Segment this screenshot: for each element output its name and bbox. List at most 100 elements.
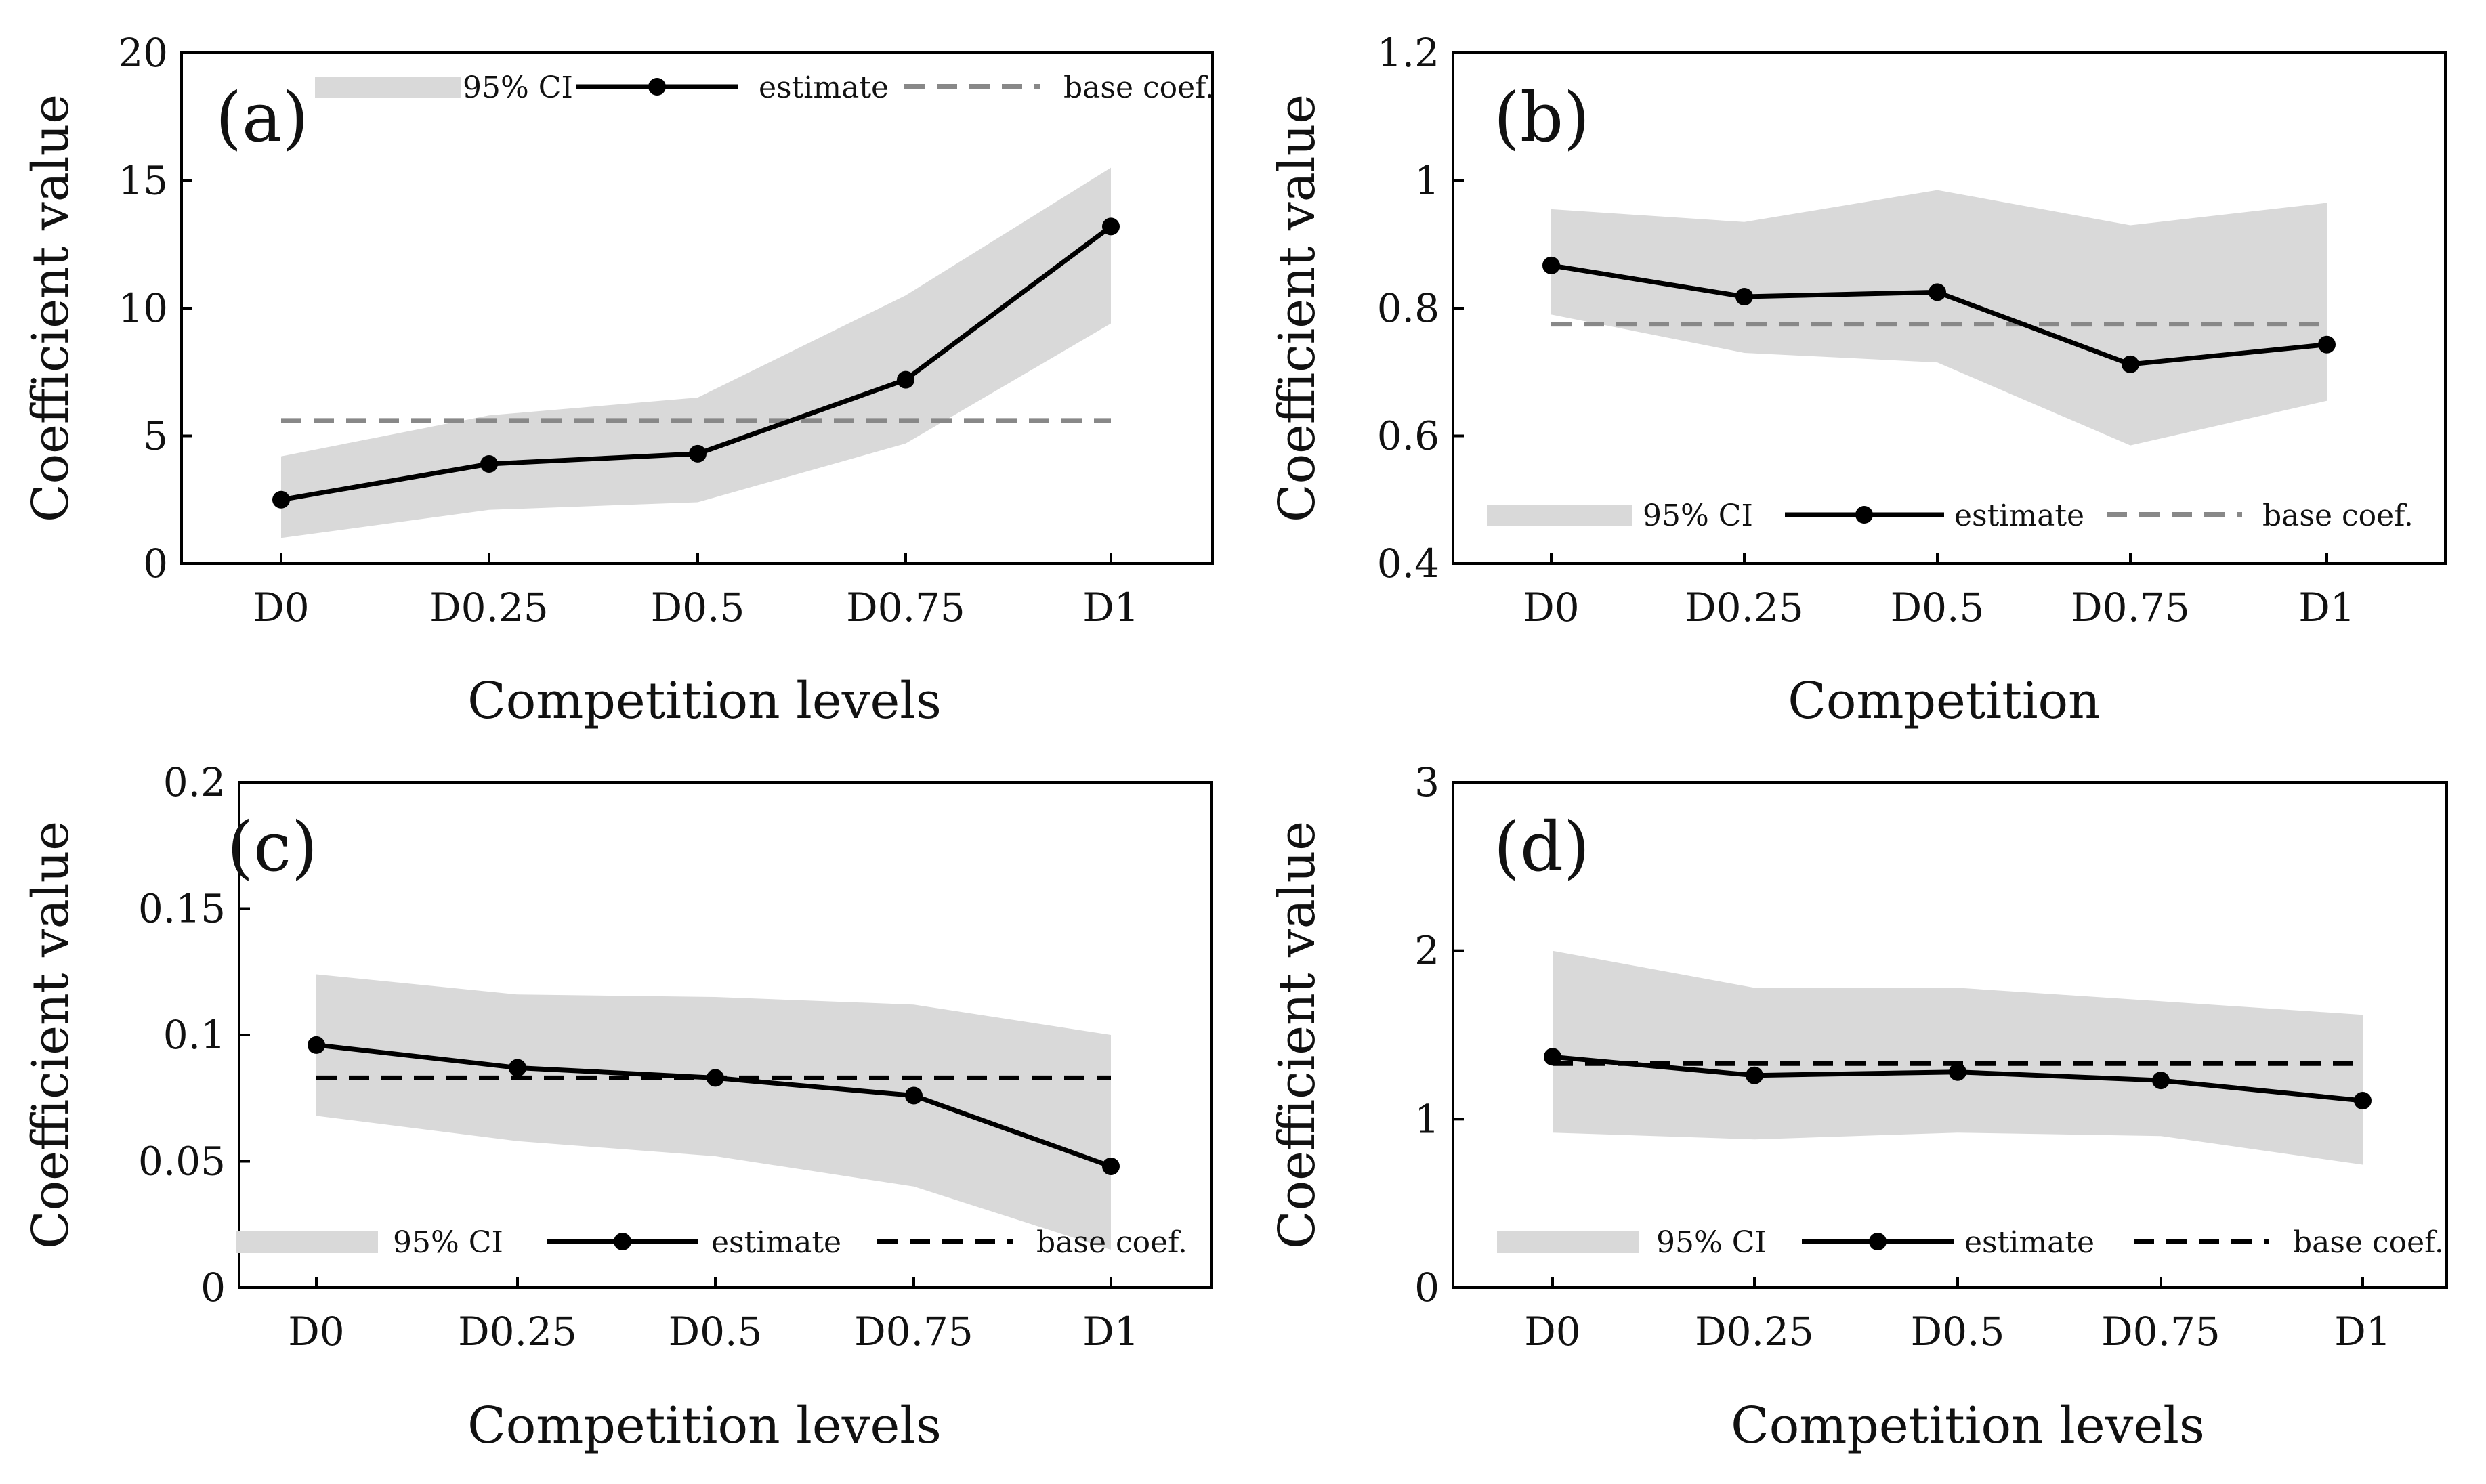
y-tick-label: 0.15 (138, 886, 226, 932)
legend: 95% CI estimate base coef. (236, 1225, 1187, 1260)
panel-d: 0 1 2 3 D0 D0.25 D0.5 D0.75 D1 (d) Coefficient v… (1268, 759, 2448, 1455)
estimate-point (905, 1086, 923, 1105)
y-axis-title: Coefficient value (22, 94, 80, 522)
estimate-point (1544, 1048, 1561, 1066)
ci-band (281, 167, 1111, 538)
x-axis-title: Competition levels (467, 672, 942, 730)
x-tick-label: D0.75 (2101, 1309, 2220, 1355)
plot-frame (1452, 781, 2448, 1289)
panel-label: (d) (1494, 807, 1590, 887)
estimate-point (1929, 283, 1946, 301)
x-axis-title: Competition (1788, 672, 2101, 730)
y-tick-label: 0.2 (163, 759, 226, 805)
y-tick-label: 20 (118, 30, 168, 76)
y-tick-label: 0 (1414, 1265, 1439, 1311)
x-tick-label: D0.5 (1891, 585, 1985, 631)
x-tick-label: D0 (1523, 585, 1579, 631)
y-tick-label: 0.05 (138, 1139, 226, 1185)
estimate-point (1746, 1066, 1763, 1084)
panel-a: 0 5 10 15 20 D0 D0.25 D0.5 D0.75 D1 (a) Coefficie… (22, 30, 1215, 730)
estimate-point (272, 490, 290, 509)
x-axis-title: Competition levels (1731, 1397, 2205, 1455)
y-axis-title: Coefficient value (22, 821, 80, 1249)
y-tick-label: 1 (1414, 1096, 1439, 1142)
estimate-point (509, 1059, 526, 1077)
panel-label: (b) (1494, 78, 1590, 157)
legend-ci-label: 95% CI (1656, 1225, 1767, 1260)
y-tick-label: 0.4 (1377, 540, 1439, 587)
estimate-point (2122, 355, 2139, 373)
y-tick-label: 0.6 (1377, 413, 1439, 459)
legend-estimate-label: estimate (759, 70, 889, 105)
legend-estimate-label: estimate (711, 1225, 841, 1260)
y-axis-title: Coefficient value (1268, 94, 1326, 522)
y-tick-label: 2 (1414, 928, 1439, 974)
y-tick-label: 10 (118, 285, 168, 331)
legend: 95% CI estimate base coef. (315, 70, 1215, 105)
x-tick-label: D0 (1524, 1309, 1580, 1355)
x-tick-label: D0.75 (846, 585, 965, 631)
x-tick-label: D0 (288, 1309, 344, 1355)
x-tick-label: D0.25 (458, 1309, 577, 1355)
legend-ci-swatch (1487, 505, 1632, 526)
x-tick-label: D0 (253, 585, 309, 631)
panel-b: 0.4 0.6 0.8 1 1.2 D0 D0.25 D0.5 D0.75 D1 (b) Coef… (1268, 30, 2447, 730)
estimate-point (897, 370, 914, 389)
legend-estimate-marker (648, 78, 666, 96)
legend-estimate-label: estimate (1964, 1225, 2094, 1260)
y-tick-label: 0 (201, 1265, 226, 1311)
legend-estimate-marker (1855, 506, 1873, 524)
legend-base-label: base coef. (2262, 499, 2414, 533)
x-tick-label: D0.25 (1685, 585, 1804, 631)
estimate-point (2354, 1092, 2372, 1109)
x-tick-label: D0.25 (429, 585, 549, 631)
y-tick-label: 1.2 (1377, 30, 1439, 76)
estimate-point (480, 455, 498, 473)
estimate-point (689, 444, 707, 463)
legend-ci-label: 95% CI (1643, 499, 1753, 533)
panel-label: (a) (215, 78, 309, 157)
x-tick-label: D0.5 (669, 1309, 763, 1355)
x-tick-label: D1 (2298, 585, 2355, 631)
legend: 95% CI estimate base coef. (1487, 499, 2414, 533)
estimate-point (308, 1036, 325, 1054)
legend-estimate-marker (614, 1233, 631, 1250)
estimate-point (2318, 335, 2336, 354)
estimate-point (1102, 1158, 1120, 1175)
x-tick-label: D0.75 (2071, 585, 2190, 631)
estimate-point (1949, 1063, 1966, 1081)
y-tick-label: 0.1 (163, 1012, 226, 1058)
y-tick-label: 15 (118, 158, 168, 204)
legend-ci-label: 95% CI (463, 70, 573, 105)
ci-band (1553, 950, 2363, 1165)
x-tick-label: D1 (2334, 1309, 2390, 1355)
y-tick-label: 1 (1414, 158, 1439, 204)
legend: 95% CI estimate base coef. (1497, 1225, 2444, 1260)
x-tick-label: D0.5 (651, 585, 745, 631)
y-tick-label: 5 (143, 413, 168, 459)
x-tick-label: D1 (1082, 585, 1139, 631)
legend-estimate-marker (1869, 1233, 1887, 1250)
legend-base-label: base coef. (1036, 1225, 1187, 1260)
legend-ci-swatch (1497, 1231, 1639, 1253)
legend-ci-swatch (315, 77, 461, 98)
x-axis-title: Competition levels (467, 1397, 942, 1455)
ci-band (1551, 190, 2327, 446)
y-tick-label: 0 (143, 540, 168, 587)
y-axis-title: Coefficient value (1268, 821, 1326, 1249)
legend-base-label: base coef. (1063, 70, 1215, 105)
estimate-point (707, 1069, 724, 1087)
panel-label: (c) (227, 807, 318, 887)
legend-estimate-label: estimate (1954, 499, 2084, 533)
x-tick-label: D1 (1082, 1309, 1139, 1355)
legend-ci-label: 95% CI (393, 1225, 503, 1260)
y-tick-label: 0.8 (1377, 285, 1439, 331)
x-tick-label: D0.25 (1695, 1309, 1814, 1355)
estimate-point (1735, 288, 1753, 305)
x-tick-label: D0.5 (1911, 1309, 2005, 1355)
estimate-point (1102, 217, 1120, 236)
estimate-point (2152, 1072, 2170, 1090)
panel-c: 0 0.05 0.1 0.15 0.2 D0 D0.25 D0.5 D0.75 D1 (c) Co… (22, 759, 1213, 1455)
ci-band (316, 974, 1111, 1250)
